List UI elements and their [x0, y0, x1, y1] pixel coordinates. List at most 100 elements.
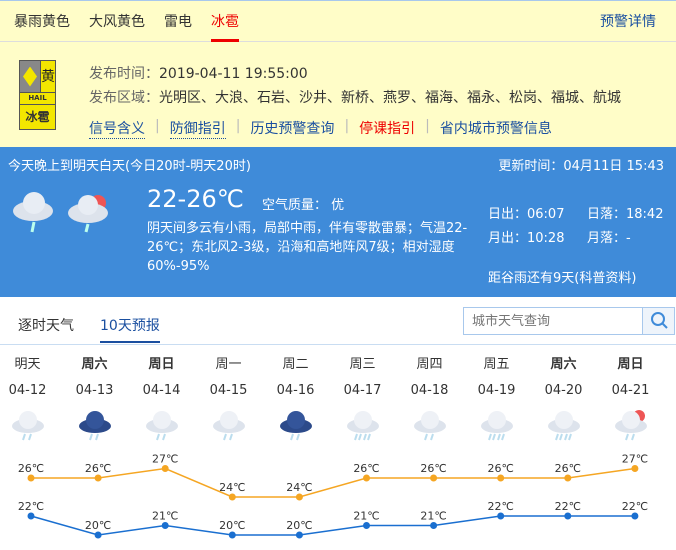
- warning-tab[interactable]: 雷电: [164, 14, 192, 30]
- high-temp-label: 26℃: [18, 462, 44, 475]
- light-rain-icon: [212, 411, 245, 441]
- day-label: 周四: [416, 357, 443, 372]
- date-label: 04-15: [209, 383, 248, 398]
- date-label: 04-14: [142, 383, 181, 398]
- search-icon: [650, 311, 668, 329]
- day-label: 周六: [81, 357, 108, 372]
- forecast-day: 周一 04-15: [195, 353, 262, 442]
- defense-guide-link[interactable]: 防御指引: [169, 118, 226, 139]
- low-temp-point: [564, 512, 572, 520]
- high-temp-point: [363, 474, 370, 482]
- high-temp-label: 26℃: [555, 462, 581, 475]
- publish-time-label: 发布时间：: [89, 66, 159, 82]
- date-label: 04-13: [75, 383, 114, 398]
- high-temp-point: [27, 474, 35, 482]
- badge-level: 黄: [40, 61, 55, 92]
- day-label: 周二: [282, 357, 309, 372]
- forecast-day: 周六 04-20: [530, 353, 597, 442]
- tab-10day[interactable]: 10天预报: [100, 315, 160, 343]
- signal-meaning-link[interactable]: 信号含义: [89, 118, 145, 139]
- forecast-day: 周日 04-14: [128, 353, 195, 442]
- day-label: 周六: [550, 357, 577, 372]
- date-label: 04-20: [544, 383, 583, 398]
- heavy-rain-icon: [547, 411, 580, 441]
- low-temp-label: 21℃: [420, 510, 446, 523]
- high-temp-point: [295, 493, 303, 501]
- low-temp-point: [94, 531, 102, 539]
- city-search-input[interactable]: [464, 308, 642, 334]
- high-temp-point: [228, 493, 236, 501]
- light-rain-icon: [413, 411, 446, 441]
- province-warning-link[interactable]: 省内城市预警信息: [439, 121, 552, 137]
- publish-area-label: 发布区域：: [89, 90, 159, 106]
- date-label: 04-19: [477, 383, 516, 398]
- forecast-day: 周日 04-21: [597, 353, 664, 442]
- low-temp-point: [161, 522, 169, 529]
- light-rain-icon: [11, 411, 44, 441]
- low-temp-label: 20℃: [219, 519, 245, 532]
- low-temp-point: [295, 531, 303, 539]
- date-label: 04-21: [611, 383, 650, 398]
- high-temp-label: 27℃: [622, 453, 648, 466]
- low-temp-label: 22℃: [18, 500, 44, 513]
- high-temp-label: 26℃: [353, 462, 379, 475]
- low-temp-point: [363, 522, 370, 529]
- heavy-rain-icon: [346, 411, 379, 441]
- low-temp-line: [30, 515, 635, 536]
- history-warning-link[interactable]: 历史预警查询: [250, 121, 335, 137]
- warning-links: 信号含义 | 防御指引 | 历史预警查询 | 停课指引 | 省内城市预警信息: [89, 118, 552, 139]
- warning-detail-link[interactable]: 预警详情: [600, 14, 656, 30]
- low-temp-label: 22℃: [488, 500, 514, 513]
- day-label: 周三: [349, 357, 376, 372]
- badge-cn: 冰雹: [25, 110, 50, 124]
- warning-tabs: 暴雨黄色 大风黄色 雷电 冰雹 预警详情: [0, 1, 676, 42]
- period: 今天晚上到明天白天(今日20时-明天20时): [8, 159, 251, 174]
- today-weather-banner: 今天晚上到明天白天(今日20时-明天20时) 更新时间：04月11日 15:43…: [0, 147, 676, 297]
- high-temp-label: 26℃: [488, 462, 514, 475]
- heavy-rain-icon: [480, 411, 513, 441]
- forecast-day: 周六 04-13: [61, 353, 128, 442]
- high-temp-point: [430, 474, 438, 482]
- class-suspension-link[interactable]: 停课指引: [359, 121, 416, 137]
- high-temp-label: 27℃: [152, 453, 178, 466]
- rain-cloud-icon: [13, 192, 53, 233]
- city-search: [463, 307, 675, 335]
- high-temp-label: 24℃: [219, 481, 245, 494]
- update-time: 更新时间：04月11日 15:43: [498, 159, 664, 174]
- date-label: 04-17: [343, 383, 382, 398]
- high-temp-label: 26℃: [420, 462, 446, 475]
- moonrise: 月出：10:28: [488, 231, 565, 246]
- sunrise: 日出：06:07: [488, 207, 565, 222]
- warning-tab[interactable]: 暴雨黄色: [14, 14, 70, 30]
- sun-cloud-rain-icon: [614, 410, 647, 441]
- solar-term-link[interactable]: 距谷雨还有9天(科普资料): [488, 271, 637, 286]
- publish-area-value: 光明区、大浪、石岩、沙井、新桥、燕罗、福海、福永、松岗、福城、航城: [159, 90, 621, 106]
- temperature-chart: 26℃ 26℃ 27℃ 24℃ 24℃ 26℃ 26℃ 26℃ 26℃ 27℃ 22℃ 20℃ 21℃ 2…: [18, 453, 648, 539]
- high-temp-label: 24℃: [286, 481, 312, 494]
- tab-hourly[interactable]: 逐时天气: [18, 318, 74, 334]
- forecast-day: 周三 04-17: [329, 353, 396, 442]
- low-temp-label: 20℃: [286, 519, 312, 532]
- low-temp-label: 22℃: [555, 500, 581, 513]
- weather-icons: [13, 192, 108, 233]
- high-temp-line: [31, 467, 636, 498]
- high-temp-label: 26℃: [85, 462, 111, 475]
- 10day-forecast: 26℃ 26℃ 27℃ 24℃ 24℃ 26℃ 26℃ 26℃ 26℃ 27℃ 22℃ 20℃ 21℃ 2…: [0, 345, 676, 550]
- search-button[interactable]: [642, 308, 674, 334]
- low-temp-label: 20℃: [85, 519, 111, 532]
- publish-area: 发布区域：光明区、大浪、石岩、沙井、新桥、燕罗、福海、福永、松岗、福城、航城: [89, 87, 621, 107]
- moonset: 月落：-: [587, 231, 631, 246]
- day-label: 明天: [14, 357, 41, 372]
- low-temp-point: [631, 512, 639, 520]
- warning-panel: 暴雨黄色 大风黄色 雷电 冰雹 预警详情 黄 HAIL 冰雹 发布时间：2019…: [0, 0, 676, 147]
- high-temp-point: [161, 465, 169, 472]
- warning-tab-active[interactable]: 冰雹: [211, 1, 239, 42]
- date-label: 04-18: [410, 383, 449, 398]
- day-label: 周日: [617, 357, 644, 372]
- publish-time: 发布时间：2019-04-11 19:55:00: [89, 63, 308, 83]
- high-temp-point: [631, 465, 639, 472]
- day-label: 周日: [148, 357, 175, 372]
- high-temp-point: [497, 474, 505, 482]
- warning-tab[interactable]: 大风黄色: [89, 14, 145, 30]
- weather-description: 阴天间多云有小雨，局部中雨，伴有零散雷暴；气温22-26℃；东北风2-3级，沿海…: [147, 221, 468, 274]
